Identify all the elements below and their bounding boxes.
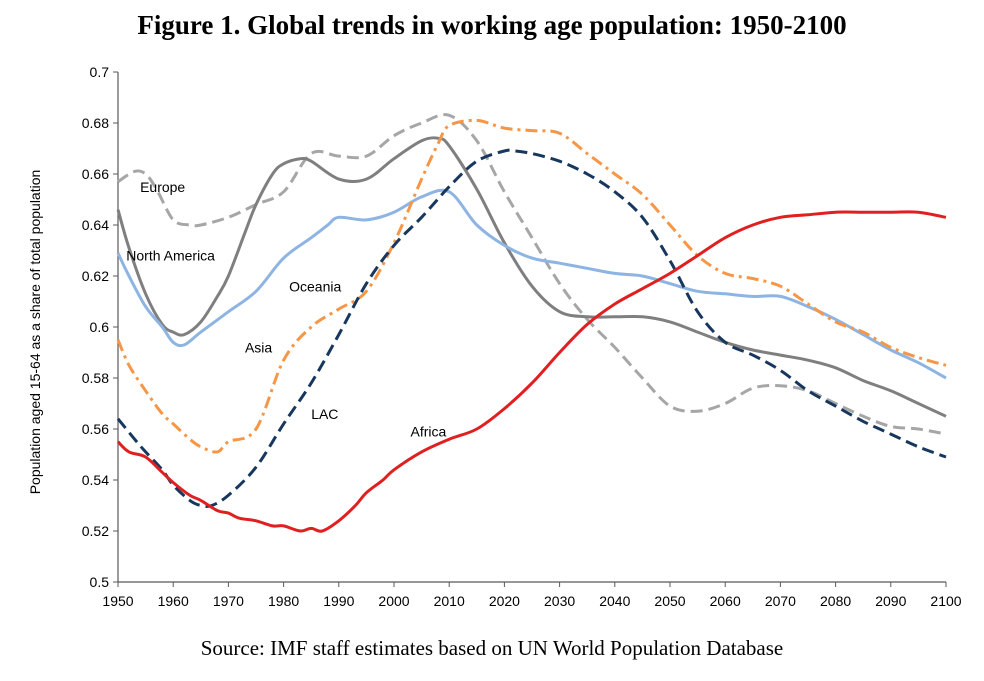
axes: 0.5 0.52 0.54 0.56 0.58 0.6 0.62 0.64 0.66 0.68 0.… [82, 64, 962, 609]
source-note: Source: IMF staff estimates based on UN … [200, 636, 784, 660]
x-tick-label: 2100 [930, 593, 961, 609]
x-tick-label: 2060 [710, 593, 741, 609]
chart-title: Figure 1. Global trends in working age p… [137, 10, 847, 40]
x-tick-label: 1960 [158, 593, 189, 609]
y-tick-label: 0.64 [82, 217, 109, 233]
x-tick-label: 2040 [599, 593, 630, 609]
y-tick-label: 0.52 [82, 523, 109, 539]
x-tick-label: 2050 [654, 593, 685, 609]
x-tick-label: 2030 [544, 593, 575, 609]
series-layer [116, 113, 947, 533]
x-tick-label: 2070 [765, 593, 796, 609]
y-tick-label: 0.66 [82, 166, 109, 182]
y-tick-label: 0.7 [90, 64, 110, 80]
y-tick-label: 0.54 [82, 472, 109, 488]
series-label-africa: Africa [411, 424, 447, 440]
series-line-europe [117, 113, 947, 436]
x-tick-label: 1980 [268, 593, 299, 609]
series-label-europe: Europe [140, 179, 185, 195]
x-tick-label: 2080 [820, 593, 851, 609]
x-tick-label: 1970 [213, 593, 244, 609]
x-tick-label: 2010 [434, 593, 465, 609]
series-label-oceania: Oceania [289, 278, 341, 294]
series-line-lac [116, 148, 947, 508]
series-line-asia [116, 118, 947, 454]
x-tick-label: 1950 [102, 593, 133, 609]
y-tick-label: 0.56 [82, 421, 109, 437]
x-tick-label: 2090 [875, 593, 906, 609]
y-tick-label: 0.62 [82, 268, 109, 284]
series-line-africa [116, 210, 947, 533]
y-tick-label: 0.68 [82, 115, 109, 131]
series-line-oceania [116, 188, 947, 380]
x-tick-label: 2000 [378, 593, 409, 609]
y-tick-label: 0.58 [82, 370, 109, 386]
x-tick-label: 1990 [323, 593, 354, 609]
y-axis-title: Population aged 15-64 as a share of tota… [27, 170, 43, 495]
series-label-asia: Asia [245, 340, 272, 356]
series-label-lac: LAC [311, 406, 338, 422]
series-labels: Europe North America Oceania Asia LAC Africa [126, 179, 446, 440]
series-line-north-america [116, 136, 947, 418]
x-tick-label: 2020 [489, 593, 520, 609]
series-label-north-america: North America [126, 248, 215, 264]
y-tick-label: 0.6 [90, 319, 110, 335]
y-tick-label: 0.5 [90, 574, 110, 590]
